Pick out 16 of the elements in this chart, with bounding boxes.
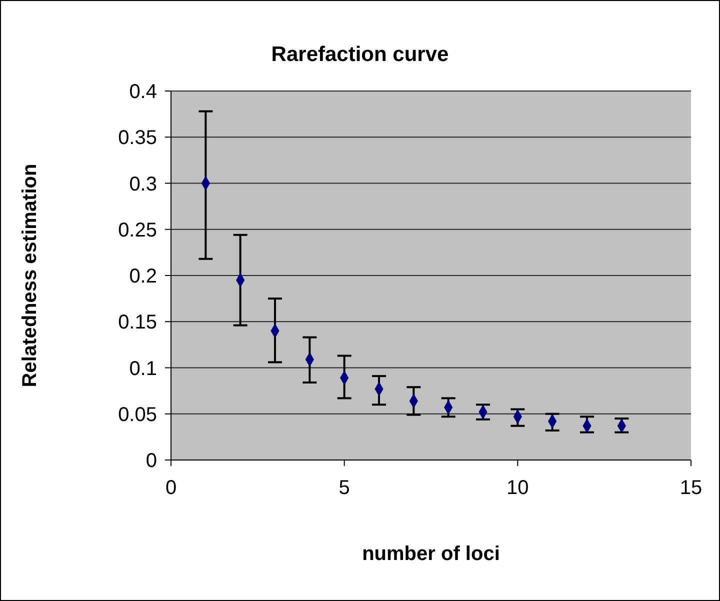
x-tick-label: 5: [338, 477, 350, 500]
y-tick-label: 0.3: [129, 173, 157, 196]
y-tick-label: 0.35: [118, 127, 157, 150]
x-tick-label: 0: [165, 477, 177, 500]
y-axis-title: Relatedness estimation: [19, 164, 42, 388]
y-tick-label: 0.25: [118, 219, 157, 242]
x-tick-label: 15: [680, 477, 702, 500]
y-tick-label: 0.4: [129, 81, 157, 104]
x-axis-title: number of loci: [362, 543, 500, 565]
x-tick-label: 10: [506, 477, 529, 500]
y-tick-label: 0.05: [118, 404, 157, 426]
y-tick-label: 0: [146, 450, 157, 472]
y-tick-label: 0.2: [129, 266, 157, 288]
y-tick-label: 0.1: [129, 358, 157, 380]
chart-title: Rarefaction curve: [270, 43, 450, 67]
y-tick-label: 0.15: [118, 312, 157, 334]
